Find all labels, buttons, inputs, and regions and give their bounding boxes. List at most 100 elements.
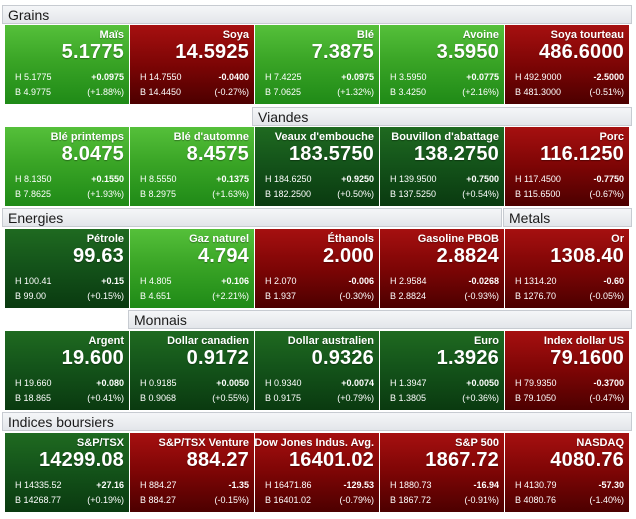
- ticker-high: H 1880.73: [390, 480, 432, 490]
- ticker-price: 14.5925: [175, 41, 249, 63]
- ticker-low: B 137.5250: [390, 189, 437, 199]
- ticker-name: Gasoline PBOB: [417, 233, 499, 245]
- ticker-name: Dollar canadien: [167, 335, 249, 347]
- ticker-price: 4.794: [197, 245, 249, 267]
- ticker-high: H 4130.79: [515, 480, 557, 490]
- section-header-metals: Metals: [503, 208, 632, 227]
- ticker-change: -0.60: [603, 276, 624, 286]
- ticker-name: Gaz naturel: [189, 233, 249, 245]
- ticker-tile-gaz-naturel[interactable]: Gaz naturel 4.794 H 4.805 B 4.651 +0.106…: [130, 229, 254, 308]
- ticker-tile-argent[interactable]: Argent 19.600 H 19.660 B 18.865 +0.080 (…: [5, 331, 129, 410]
- ticker-tile-soya[interactable]: Soya 14.5925 H 14.7550 B 14.4450 -0.0400…: [130, 25, 254, 104]
- ticker-price: 8.4575: [186, 143, 249, 165]
- ticker-high: H 139.9500: [390, 174, 437, 184]
- ticker-price: 1867.72: [425, 449, 499, 471]
- ticker-high: H 0.9185: [140, 378, 177, 388]
- ticker-price: 2.000: [322, 245, 374, 267]
- ticker-price: 138.2750: [413, 143, 499, 165]
- ticker-percent: (-0.15%): [214, 495, 249, 505]
- ticker-high: H 884.27: [140, 480, 177, 490]
- ticker-change: +0.0975: [91, 72, 124, 82]
- ticker-change: +0.7500: [466, 174, 499, 184]
- ticker-tile-ethanols[interactable]: Éthanols 2.000 H 2.070 B 1.937 -0.006 (-…: [255, 229, 379, 308]
- ticker-tile-sp-tsx[interactable]: S&P/TSX 14299.08 H 14335.52 B 14268.77 +…: [5, 433, 129, 512]
- ticker-change: -0.006: [348, 276, 374, 286]
- ticker-price: 5.1775: [61, 41, 124, 63]
- section-header-energies: Energies: [2, 208, 502, 227]
- ticker-percent: (+1.63%): [212, 189, 249, 199]
- ticker-tile-porc[interactable]: Porc 116.1250 H 117.4500 B 115.6500 -0.7…: [505, 127, 629, 206]
- ticker-change: -0.0268: [468, 276, 499, 286]
- ticker-price: 14299.08: [38, 449, 124, 471]
- ticker-price: 3.5950: [436, 41, 499, 63]
- ticker-tile-sp-tsx-venture[interactable]: S&P/TSX Venture 884.27 H 884.27 B 884.27…: [130, 433, 254, 512]
- ticker-name: Index dollar US: [543, 335, 624, 347]
- ticker-name: Dollar australien: [287, 335, 374, 347]
- ticker-low: B 182.2500: [265, 189, 312, 199]
- ticker-tile-euro[interactable]: Euro 1.3926 H 1.3947 B 1.3805 +0.0050 (+…: [380, 331, 504, 410]
- ticker-low: B 3.4250: [390, 87, 427, 97]
- ticker-high: H 2.9584: [390, 276, 427, 286]
- ticker-tile-dollar-australien[interactable]: Dollar australien 0.9326 H 0.9340 B 0.91…: [255, 331, 379, 410]
- ticker-price: 116.1250: [540, 143, 624, 165]
- ticker-change: +0.1550: [91, 174, 124, 184]
- ticker-price: 183.5750: [288, 143, 374, 165]
- ticker-tile-sp-500[interactable]: S&P 500 1867.72 H 1880.73 B 1867.72 -16.…: [380, 433, 504, 512]
- ticker-name: S&P 500: [455, 437, 499, 449]
- ticker-low: B 14268.77: [15, 495, 62, 505]
- ticker-high: H 0.9340: [265, 378, 302, 388]
- ticker-low: B 7.8625: [15, 189, 52, 199]
- ticker-tile-dollar-canadien[interactable]: Dollar canadien 0.9172 H 0.9185 B 0.9068…: [130, 331, 254, 410]
- ticker-percent: (+0.55%): [212, 393, 249, 403]
- ticker-low: B 4080.76: [515, 495, 557, 505]
- ticker-change: +0.080: [96, 378, 124, 388]
- ticker-high: H 5.1775: [15, 72, 52, 82]
- ticker-tile-dow-jones[interactable]: Dow Jones Indus. Avg. 16401.02 H 16471.8…: [255, 433, 379, 512]
- ticker-percent: (+2.16%): [462, 87, 499, 97]
- ticker-tile-ble[interactable]: Blé 7.3875 H 7.4225 B 7.0625 +0.0975 (+1…: [255, 25, 379, 104]
- ticker-high: H 184.6250: [265, 174, 312, 184]
- ticker-name: Bouvillon d'abattage: [391, 131, 499, 143]
- ticker-tile-ble-automne[interactable]: Blé d'automne 8.4575 H 8.5550 B 8.2975 +…: [130, 127, 254, 206]
- ticker-change: +0.106: [221, 276, 249, 286]
- ticker-tile-bouvillon-abattage[interactable]: Bouvillon d'abattage 138.2750 H 139.9500…: [380, 127, 504, 206]
- ticker-name: Euro: [473, 335, 499, 347]
- ticker-high: H 8.5550: [140, 174, 177, 184]
- ticker-percent: (-0.47%): [589, 393, 624, 403]
- ticker-high: H 1314.20: [515, 276, 557, 286]
- ticker-low: B 1276.70: [515, 291, 557, 301]
- ticker-tile-index-dollar-us[interactable]: Index dollar US 79.1600 H 79.9350 B 79.1…: [505, 331, 629, 410]
- ticker-change: -129.53: [343, 480, 374, 490]
- ticker-percent: (-0.27%): [214, 87, 249, 97]
- ticker-percent: (-1.40%): [589, 495, 624, 505]
- ticker-tile-petrole[interactable]: Pétrole 99.63 H 100.41 B 99.00 +0.15 (+0…: [5, 229, 129, 308]
- ticker-high: H 8.1350: [15, 174, 52, 184]
- ticker-change: +0.0050: [216, 378, 249, 388]
- ticker-tile-mais[interactable]: Maïs 5.1775 H 5.1775 B 4.9775 +0.0975 (+…: [5, 25, 129, 104]
- ticker-tile-ble-printemps[interactable]: Blé printemps 8.0475 H 8.1350 B 7.8625 +…: [5, 127, 129, 206]
- ticker-tile-or[interactable]: Or 1308.40 H 1314.20 B 1276.70 -0.60 (-0…: [505, 229, 629, 308]
- ticker-low: B 1.937: [265, 291, 297, 301]
- ticker-name: Blé d'automne: [173, 131, 249, 143]
- ticker-price: 884.27: [186, 449, 249, 471]
- ticker-tile-gasoline-pbob[interactable]: Gasoline PBOB 2.8824 H 2.9584 B 2.8824 -…: [380, 229, 504, 308]
- ticker-percent: (-0.51%): [589, 87, 624, 97]
- ticker-name: Avoine: [462, 29, 499, 41]
- ticker-change: -16.94: [473, 480, 499, 490]
- ticker-low: B 79.1050: [515, 393, 557, 403]
- ticker-price: 1.3926: [436, 347, 499, 369]
- ticker-tile-soya-tourteau[interactable]: Soya tourteau 486.6000 H 492.9000 B 481.…: [505, 25, 629, 104]
- ticker-change: +0.1375: [216, 174, 249, 184]
- ticker-change: -57.30: [598, 480, 624, 490]
- ticker-name: S&P/TSX Venture: [158, 437, 249, 449]
- ticker-name: Argent: [88, 335, 124, 347]
- ticker-name: Maïs: [99, 29, 124, 41]
- ticker-name: Porc: [599, 131, 624, 143]
- ticker-percent: (-0.91%): [464, 495, 499, 505]
- ticker-low: B 4.9775: [15, 87, 52, 97]
- ticker-tile-nasdaq[interactable]: NASDAQ 4080.76 H 4130.79 B 4080.76 -57.3…: [505, 433, 629, 512]
- ticker-low: B 2.8824: [390, 291, 427, 301]
- ticker-tile-avoine[interactable]: Avoine 3.5950 H 3.5950 B 3.4250 +0.0775 …: [380, 25, 504, 104]
- ticker-tile-veaux-embouche[interactable]: Veaux d'embouche 183.5750 H 184.6250 B 1…: [255, 127, 379, 206]
- ticker-change: +0.0975: [341, 72, 374, 82]
